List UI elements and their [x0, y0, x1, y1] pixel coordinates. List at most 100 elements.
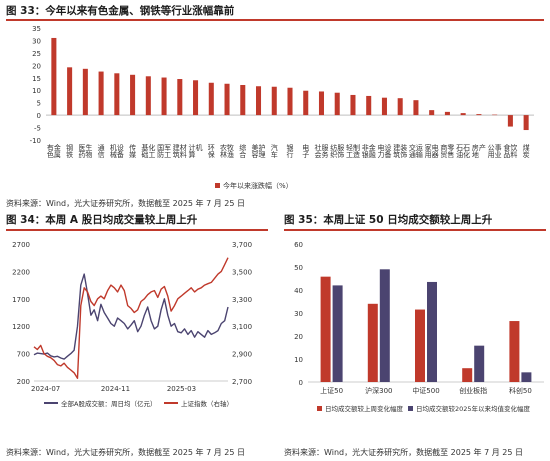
fig33-bar [51, 37, 57, 116]
fig33-category-label: 银行 [286, 143, 294, 159]
fig33-category-label: 轻工制造 [345, 143, 360, 159]
fig33-category-label: 计算机 [188, 143, 203, 159]
fig33-category-label: 非银金融 [361, 143, 376, 159]
fig33-category-label: 通信 [97, 143, 105, 159]
fig33-category-label: 医药生物 [78, 143, 93, 159]
fig33-category-label: 有色金属 [46, 143, 61, 159]
fig34-right-tick: 2,900 [232, 351, 252, 359]
fig33-category-label: 电子 [302, 143, 310, 158]
fig34-left-tick: 1200 [12, 323, 30, 331]
fig35-bar-ytd [474, 345, 485, 382]
fig35-source: 资料来源：Wind，光大证券研究所，数据截至 2025 年 7 月 25 日 [284, 448, 523, 457]
fig34-x-tick: 2024-07 [31, 385, 60, 393]
fig35-title-rule [284, 229, 546, 231]
fig33-category-label: 食品饮料 [503, 143, 518, 159]
fig35-legend-swatch-a [317, 406, 322, 411]
fig34-legend-label-a: 全部A股成交额：周日均（亿元） [61, 399, 156, 408]
fig33-source: 资料来源：Wind，光大证券研究所，数据截至 2025 年 7 月 25 日 [6, 199, 245, 208]
fig33-category-label: 汽车 [270, 143, 278, 159]
fig33-y-tick: 20 [32, 62, 41, 70]
fig33-legend-label: 今年以来涨跌幅（%） [223, 181, 293, 190]
fig34-index-line [33, 257, 229, 379]
fig33-title: 图 33：今年以来有色金属、钢铁等行业涨幅靠前 [6, 5, 235, 17]
fig35-bar-weekly [462, 368, 473, 382]
fig33-bar [492, 114, 498, 116]
fig33-category-label: 煤炭 [522, 143, 530, 159]
fig34-x-tick: 2024-11 [101, 385, 130, 393]
fig33-y-tick: -5 [34, 125, 41, 133]
fig33-bar [523, 115, 529, 131]
fig33-y-tick: 10 [32, 87, 41, 95]
fig33-category-label: 传媒 [129, 143, 137, 159]
fig33-y-tick: 25 [32, 50, 41, 58]
fig33-bar [271, 86, 277, 116]
fig34-title-rule [6, 229, 268, 231]
fig35-category-label: 沪深300 [365, 386, 392, 395]
fig34-right-tick: 3,700 [232, 241, 252, 249]
fig34-legend-label-b: 上证指数（右轴） [181, 399, 233, 408]
fig35-bar-ytd [332, 285, 343, 382]
fig33-category-label: 机械设备 [109, 143, 124, 159]
fig33-bar [224, 83, 230, 116]
fig33-bar [255, 86, 262, 116]
fig33-bar [334, 92, 340, 116]
fig33-y-tick: 35 [32, 25, 41, 33]
fig33-category-label: 商贸零售 [440, 143, 455, 159]
fig34-turnover-line [33, 273, 229, 360]
fig35-y-tick: 40 [294, 287, 303, 295]
fig35-legend-label-a: 日均成交额较上周变化幅度 [325, 404, 404, 413]
fig35-bar-ytd [427, 281, 437, 382]
fig33-bar [208, 82, 214, 116]
fig35-legend-label-b: 日均成交额较2025年以来均值变化幅度 [416, 404, 531, 413]
fig33-bar [67, 67, 73, 116]
fig33-category-label: 建筑装饰 [393, 143, 408, 159]
fig35-y-tick: 10 [294, 356, 303, 364]
fig35-y-tick: 30 [294, 310, 303, 318]
fig33-category-label: 美容护理 [251, 143, 266, 159]
fig33-category-label: 建筑材料 [172, 143, 187, 159]
fig34-right-tick: 3,300 [232, 296, 252, 304]
fig33-category-label: 公用事业 [487, 143, 502, 159]
fig33-bar [98, 71, 104, 116]
fig33-bar [161, 77, 167, 116]
fig34-x-tick: 2025-03 [167, 385, 196, 393]
fig35-category-label: 中证500 [412, 386, 439, 395]
fig33-bar [476, 114, 482, 116]
fig33-bar [145, 76, 151, 116]
fig33-category-label: 纺织服饰 [330, 143, 345, 159]
fig33-bar [507, 115, 513, 127]
fig33-bar [318, 91, 325, 116]
fig35-y-tick: 0 [299, 379, 303, 387]
fig33-category-label: 农林牧渔 [220, 143, 235, 159]
fig35-category-label: 创业板指 [459, 386, 487, 395]
fig33-bar [397, 98, 403, 116]
fig35-legend-swatch-b [408, 406, 413, 411]
fig33-y-tick: 15 [32, 75, 41, 83]
fig33-y-tick: -10 [30, 137, 41, 145]
fig33-bar [240, 84, 246, 116]
fig34-left-tick: 700 [17, 351, 30, 359]
fig33-bar [177, 79, 183, 116]
fig33-bar [413, 100, 419, 116]
fig35-bar-weekly [415, 309, 425, 382]
fig33-bar [460, 113, 466, 116]
fig33-bar [130, 74, 136, 116]
fig33-bar [350, 94, 356, 116]
fig35-bar-ytd [379, 269, 390, 382]
fig33-bar [444, 111, 450, 116]
fig33-bar [381, 97, 387, 116]
fig33-category-label: 综合 [239, 143, 247, 159]
fig34-right-tick: 2,700 [232, 378, 252, 386]
fig33-category-label: 基础化工 [141, 143, 156, 159]
fig34-right-tick: 3,100 [232, 323, 252, 331]
fig35-bar-weekly [320, 276, 331, 382]
fig35-category-label: 上证50 [320, 386, 343, 395]
fig35-y-tick: 50 [294, 264, 303, 272]
fig33-y-tick: 5 [37, 100, 41, 108]
fig33-category-label: 电力设备 [377, 143, 392, 159]
fig33-title-rule [6, 19, 544, 21]
fig33-category-label: 国防军工 [157, 144, 172, 159]
fig33-legend-swatch [215, 183, 220, 188]
fig35-bar-ytd [521, 372, 532, 382]
